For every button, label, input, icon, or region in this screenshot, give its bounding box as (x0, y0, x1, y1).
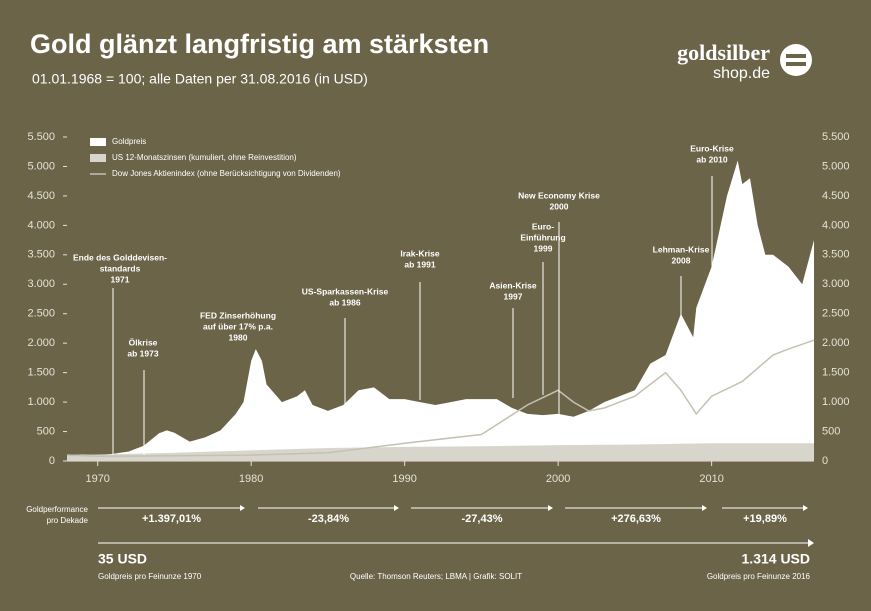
annotation: ab 1986 (329, 297, 360, 307)
y-tick-label: 5.500 (27, 131, 55, 143)
annotation: Lehman-Krise (653, 244, 710, 254)
annotation: 1980 (229, 332, 248, 342)
y-tick-label: 1.000 (27, 396, 55, 408)
annotation: US-Sparkassen-Krise (302, 286, 389, 296)
x-tick-label: 1980 (239, 473, 263, 485)
arrow-head (808, 539, 814, 547)
legend-swatch (90, 138, 106, 146)
annotation: Einführung (520, 232, 565, 242)
end-note: Goldpreis pro Feinunze 2016 (707, 572, 811, 581)
logo-icon (786, 62, 806, 66)
y-tick-label: 1.500 (27, 367, 55, 379)
annotation: standards (100, 263, 141, 273)
annotation: FED Zinserhöhung (200, 310, 276, 320)
x-tick-label: 2010 (699, 473, 723, 485)
annotation: New Economy Krise (518, 190, 600, 200)
y2-tick-label: 5.000 (822, 160, 850, 172)
arrow-head (548, 505, 553, 511)
legend-label: Goldpreis (112, 137, 146, 146)
annotation: 1997 (504, 291, 523, 301)
y-tick-label: 5.000 (27, 160, 55, 172)
x-tick-label: 1970 (85, 473, 109, 485)
annotation: ab 1973 (127, 348, 158, 358)
performance-value: +1.397,01% (142, 513, 201, 525)
y-tick-label: 0 (49, 455, 55, 467)
y2-tick-label: 5.500 (822, 131, 850, 143)
annotation: ab 1991 (404, 259, 435, 269)
source: Quelle: Thomson Reuters; LBMA | Grafik: … (350, 572, 522, 581)
logo: goldsilber (677, 40, 770, 65)
y2-tick-label: 4.000 (822, 219, 850, 231)
area (67, 443, 814, 461)
arrow-head (240, 505, 245, 511)
x-tick-label: 2000 (546, 473, 570, 485)
start-value: 35 USD (98, 551, 147, 567)
annotation: 1971 (111, 274, 130, 284)
annotation: Ölkrise (129, 337, 158, 347)
y2-tick-label: 500 (822, 425, 840, 437)
annotation: Ende des Golddevisen- (73, 252, 167, 262)
performance-value: -27,43% (462, 513, 503, 525)
annotation: auf über 17% p.a. (203, 321, 273, 331)
y-tick-label: 2.000 (27, 337, 55, 349)
arrow-head (803, 505, 808, 511)
y2-tick-label: 1.000 (822, 396, 850, 408)
y2-tick-label: 0 (822, 455, 828, 467)
legend-label: US 12-Monatszinsen (kumuliert, ohne Rein… (112, 153, 297, 162)
performance-value: -23,84% (308, 513, 349, 525)
y2-tick-label: 2.000 (822, 337, 850, 349)
annotation: 1999 (534, 243, 553, 253)
performance-value: +19,89% (743, 513, 787, 525)
subtitle: 01.01.1968 = 100; alle Daten per 31.08.2… (32, 71, 368, 87)
title: Gold glänzt langfristig am stärksten (30, 29, 489, 59)
annotation: 2008 (672, 255, 691, 265)
y2-tick-label: 2.500 (822, 308, 850, 320)
y2-tick-label: 3.500 (822, 249, 850, 261)
legend-label: Dow Jones Aktienindex (ohne Berücksichti… (112, 169, 341, 178)
performance-label: Goldperformance (26, 505, 88, 514)
annotation: 2000 (550, 201, 569, 211)
legend-swatch (90, 154, 106, 162)
line (66, 339, 815, 458)
logo: shop.de (713, 65, 770, 82)
annotation: Asien-Krise (489, 280, 537, 290)
y-tick-label: 2.500 (27, 308, 55, 320)
y2-tick-label: 3.000 (822, 278, 850, 290)
y-tick-label: 4.500 (27, 190, 55, 202)
y2-tick-label: 4.500 (822, 190, 850, 202)
area (67, 160, 814, 461)
arrow-head (702, 505, 707, 511)
y-tick-label: 3.000 (27, 278, 55, 290)
annotation: ab 2010 (696, 154, 727, 164)
performance-value: +276,63% (611, 513, 661, 525)
start-note: Goldpreis pro Feinunze 1970 (98, 572, 202, 581)
logo-icon (786, 54, 806, 58)
y-tick-label: 3.500 (27, 249, 55, 261)
logo-icon (780, 44, 812, 76)
y-tick-label: 4.000 (27, 219, 55, 231)
x-tick-label: 1990 (392, 473, 416, 485)
annotation: Irak-Krise (400, 248, 439, 258)
annotation: Euro- (532, 221, 554, 231)
y2-tick-label: 1.500 (822, 367, 850, 379)
arrow-head (394, 505, 399, 511)
end-value: 1.314 USD (742, 551, 810, 567)
performance-label: pro Dekade (47, 516, 89, 525)
annotation: Euro-Krise (690, 143, 734, 153)
y-tick-label: 500 (37, 425, 55, 437)
